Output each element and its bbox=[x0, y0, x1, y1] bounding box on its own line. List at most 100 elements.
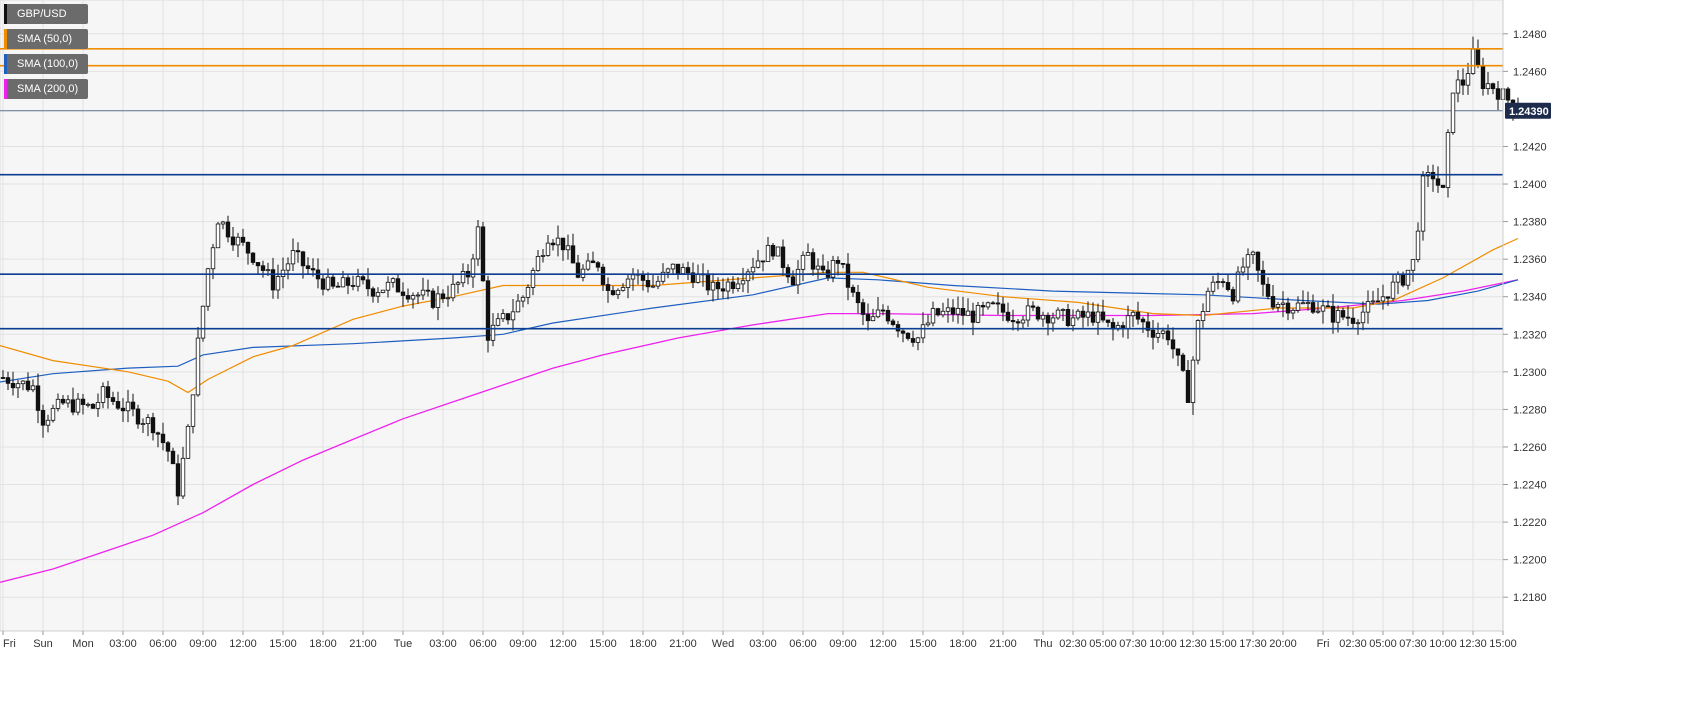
candle-body bbox=[1455, 79, 1461, 94]
candle-body bbox=[605, 284, 611, 291]
candle-body bbox=[865, 314, 871, 322]
candle-body bbox=[1035, 306, 1041, 320]
candle-body bbox=[655, 280, 661, 287]
candle-body bbox=[1350, 317, 1356, 324]
candle-body bbox=[55, 398, 61, 409]
candle-body bbox=[1460, 79, 1466, 86]
candle-body bbox=[1030, 305, 1036, 308]
x-tick-label: 21:00 bbox=[669, 638, 697, 650]
candle-body bbox=[685, 267, 691, 274]
candle-body bbox=[185, 425, 191, 459]
candle-body bbox=[925, 322, 931, 326]
candle-body bbox=[750, 266, 756, 273]
candle-body bbox=[1465, 73, 1471, 86]
candle-body bbox=[415, 294, 421, 297]
candle-body bbox=[1130, 311, 1136, 317]
legend-item-sma50[interactable]: SMA (50,0) bbox=[4, 29, 89, 49]
candle-body bbox=[180, 457, 186, 497]
candle-body bbox=[1390, 281, 1396, 299]
candle-body bbox=[715, 281, 721, 290]
candle-body bbox=[950, 307, 956, 315]
candle-body bbox=[820, 265, 826, 271]
candle-body bbox=[915, 337, 921, 343]
candle-body bbox=[1370, 300, 1376, 303]
x-tick-label: Fri bbox=[3, 638, 16, 650]
candle-body bbox=[1380, 296, 1386, 302]
candle-body bbox=[520, 296, 526, 302]
candle-body bbox=[900, 330, 906, 334]
candle-body bbox=[565, 245, 571, 251]
candle-body bbox=[130, 401, 136, 410]
candle-body bbox=[995, 302, 1001, 305]
x-tick-label: 05:00 bbox=[1369, 638, 1397, 650]
candle-body bbox=[1410, 259, 1416, 271]
candle-body bbox=[50, 407, 56, 421]
candle-body bbox=[220, 221, 226, 225]
candle-body bbox=[1295, 302, 1301, 311]
candle-body bbox=[1070, 317, 1076, 327]
candle-body bbox=[340, 277, 346, 288]
candle-body bbox=[100, 386, 106, 403]
x-tick-label: 15:00 bbox=[909, 638, 937, 650]
candle-body bbox=[1100, 311, 1106, 321]
candle-body bbox=[1435, 178, 1441, 186]
x-tick-label: 02:30 bbox=[1339, 638, 1367, 650]
candle-body bbox=[690, 272, 696, 283]
candle-body bbox=[1015, 321, 1021, 324]
legend-item-gbpusd[interactable]: GBP/USD bbox=[4, 4, 89, 24]
candle-body bbox=[275, 276, 281, 291]
candle-body bbox=[845, 263, 851, 288]
candle-body bbox=[905, 332, 911, 339]
candle-body bbox=[225, 221, 231, 238]
legend-item-sma100[interactable]: SMA (100,0) bbox=[4, 54, 89, 74]
candle-body bbox=[570, 245, 576, 264]
x-tick-label: 09:00 bbox=[189, 638, 217, 650]
candle-body bbox=[330, 276, 336, 287]
candle-body bbox=[1470, 48, 1476, 74]
candle-body bbox=[310, 268, 316, 271]
current-price-label: 1.24390 bbox=[1509, 106, 1549, 118]
candle-body bbox=[110, 397, 116, 402]
candle-body bbox=[115, 401, 121, 409]
x-tick-label: Mon bbox=[72, 638, 93, 650]
candle-body bbox=[1090, 311, 1096, 323]
candle-body bbox=[595, 262, 601, 268]
legend-swatch bbox=[4, 4, 7, 24]
candle-body bbox=[1020, 319, 1026, 324]
candle-body bbox=[280, 269, 286, 277]
candle-body bbox=[120, 407, 126, 412]
x-tick-label: Wed bbox=[712, 638, 734, 650]
candle-body bbox=[1065, 308, 1071, 327]
candle-body bbox=[370, 288, 376, 297]
x-tick-label: 12:00 bbox=[549, 638, 577, 650]
x-tick-label: 09:00 bbox=[829, 638, 857, 650]
candle-body bbox=[1330, 305, 1336, 323]
x-tick-label: 15:00 bbox=[269, 638, 297, 650]
candle-body bbox=[1180, 354, 1186, 371]
x-tick-label: 03:00 bbox=[429, 638, 457, 650]
legend-item-sma200[interactable]: SMA (200,0) bbox=[4, 79, 89, 99]
candle-body bbox=[105, 386, 111, 398]
candle-body bbox=[35, 385, 41, 411]
candle-body bbox=[230, 236, 236, 246]
candle-body bbox=[755, 260, 761, 268]
candle-body bbox=[1255, 251, 1261, 271]
candle-body bbox=[305, 265, 311, 269]
candle-body bbox=[70, 399, 76, 413]
candle-body bbox=[530, 270, 536, 288]
x-tick-label: 15:00 bbox=[1209, 638, 1237, 650]
candle-body bbox=[260, 265, 266, 271]
y-tick-label: 1.2380 bbox=[1513, 217, 1547, 229]
candle-body bbox=[625, 278, 631, 288]
candle-body bbox=[540, 255, 546, 257]
candle-body bbox=[1450, 92, 1456, 133]
candle-body bbox=[335, 285, 341, 288]
candle-body bbox=[1005, 311, 1011, 321]
candle-body bbox=[775, 246, 781, 257]
candle-body bbox=[1495, 88, 1501, 100]
candle-body bbox=[970, 310, 976, 323]
candle-body bbox=[20, 380, 26, 385]
candle-body bbox=[25, 380, 31, 391]
legend-swatch bbox=[4, 54, 7, 74]
candle-body bbox=[960, 308, 966, 316]
